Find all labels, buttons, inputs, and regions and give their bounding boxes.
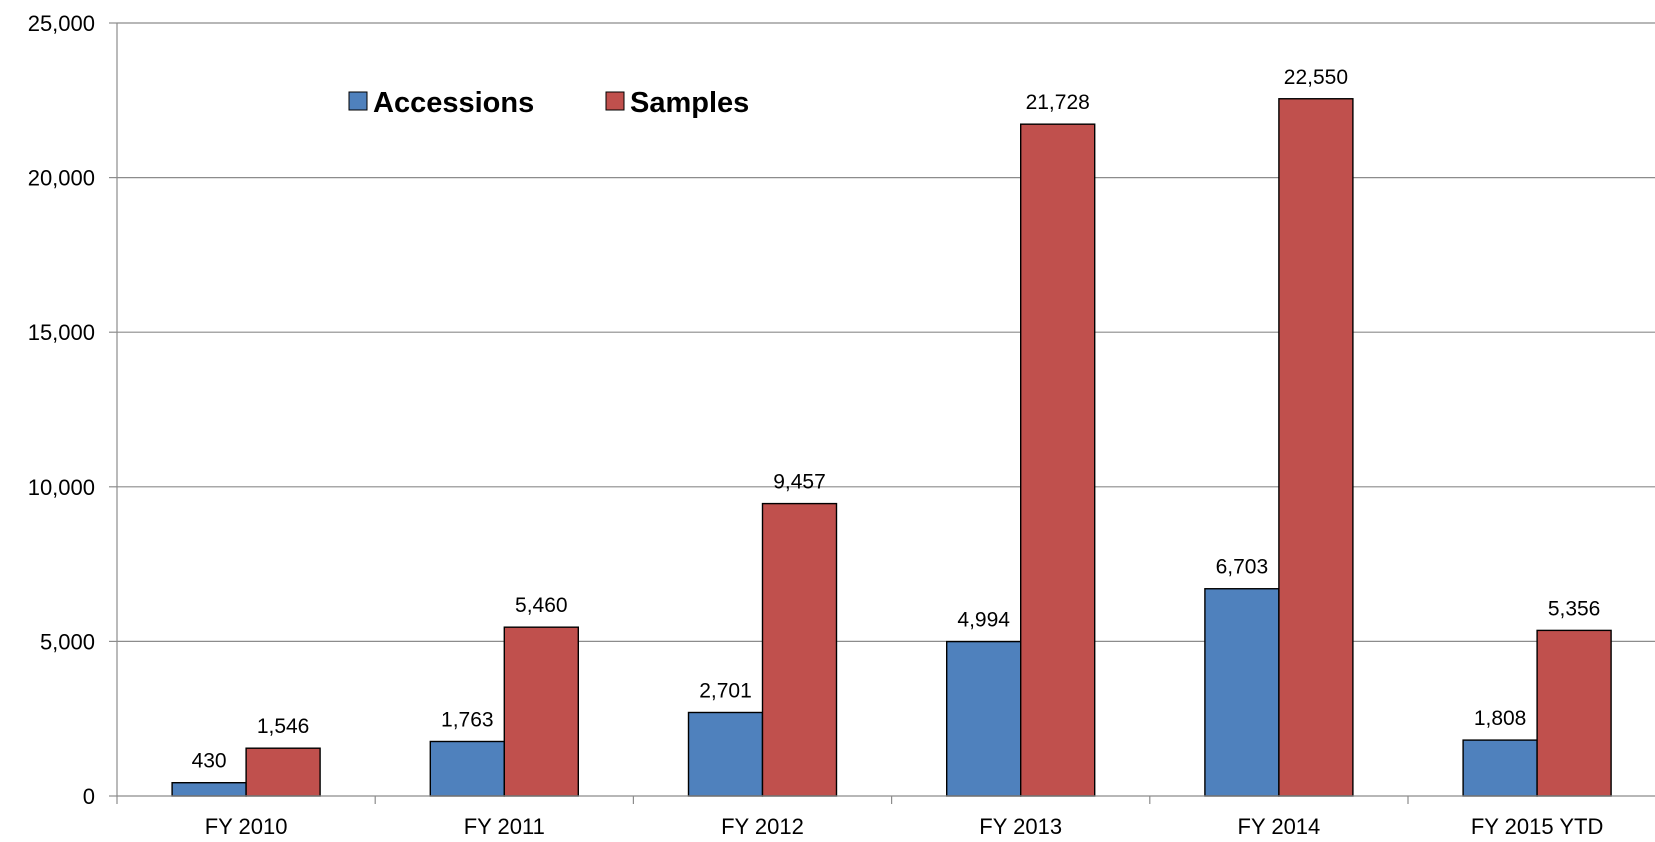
y-tick-label: 20,000	[28, 166, 95, 191]
data-label-accessions: 430	[192, 750, 227, 773]
x-tick-label: FY 2015 YTD	[1471, 814, 1603, 839]
x-tick-label: FY 2012	[721, 814, 804, 839]
bar-accessions	[1204, 588, 1280, 797]
bar-accessions	[946, 640, 1022, 797]
x-tick-label: FY 2010	[205, 814, 288, 839]
x-tick-label: FY 2013	[979, 814, 1062, 839]
y-tick-label: 0	[83, 784, 95, 809]
bar-samples	[503, 626, 579, 797]
data-label-accessions: 1,808	[1474, 707, 1527, 730]
x-tick-label: FY 2014	[1238, 814, 1321, 839]
legend-swatch-accessions	[348, 91, 368, 111]
bar-accessions	[1462, 739, 1538, 797]
data-label-accessions: 4,994	[957, 609, 1010, 632]
data-label-accessions: 6,703	[1216, 556, 1269, 579]
data-label-samples: 5,460	[515, 594, 568, 617]
data-label-samples: 9,457	[773, 471, 826, 494]
legend-label-accessions: Accessions	[373, 87, 534, 119]
data-label-samples: 5,356	[1548, 597, 1601, 620]
bar-accessions	[429, 740, 505, 797]
bar-samples	[245, 747, 321, 797]
bar-samples	[1536, 629, 1612, 797]
y-tick-label: 5,000	[40, 629, 95, 654]
legend-swatch-samples	[605, 91, 625, 111]
bar-samples	[761, 502, 838, 797]
bar-accessions	[687, 711, 764, 797]
x-axis-tick-labels: FY 2010 FY 2011 FY 2012 FY 2013 FY 2014 FY 20…	[205, 814, 1604, 839]
data-label-accessions: 1,763	[441, 708, 494, 731]
axes	[109, 22, 1655, 804]
data-label-samples: 22,550	[1284, 66, 1348, 89]
legend-item-accessions: Accessions	[348, 87, 534, 119]
legend-item-samples: Samples	[605, 87, 749, 119]
y-tick-label: 25,000	[28, 11, 95, 36]
bar-samples	[1020, 123, 1096, 797]
y-tick-label: 15,000	[28, 320, 95, 345]
legend: Accessions Samples	[348, 87, 749, 119]
legend-label-samples: Samples	[630, 87, 749, 119]
y-tick-label: 10,000	[28, 475, 95, 500]
data-label-samples: 21,728	[1026, 91, 1090, 114]
data-labels: 430 1,546 1,763 5,460 2,701 9,457 4,994 21,728 6…	[192, 66, 1601, 773]
data-label-samples: 1,546	[257, 715, 310, 738]
y-axis-tick-labels: 0 5,000 10,000 15,000 20,000 25,000	[28, 11, 95, 809]
bar-samples	[1278, 98, 1354, 797]
x-tick-label: FY 2011	[464, 814, 545, 839]
bar-accessions	[171, 782, 247, 797]
gridlines	[117, 22, 1655, 643]
bars	[171, 98, 1612, 797]
data-label-accessions: 2,701	[699, 679, 752, 702]
